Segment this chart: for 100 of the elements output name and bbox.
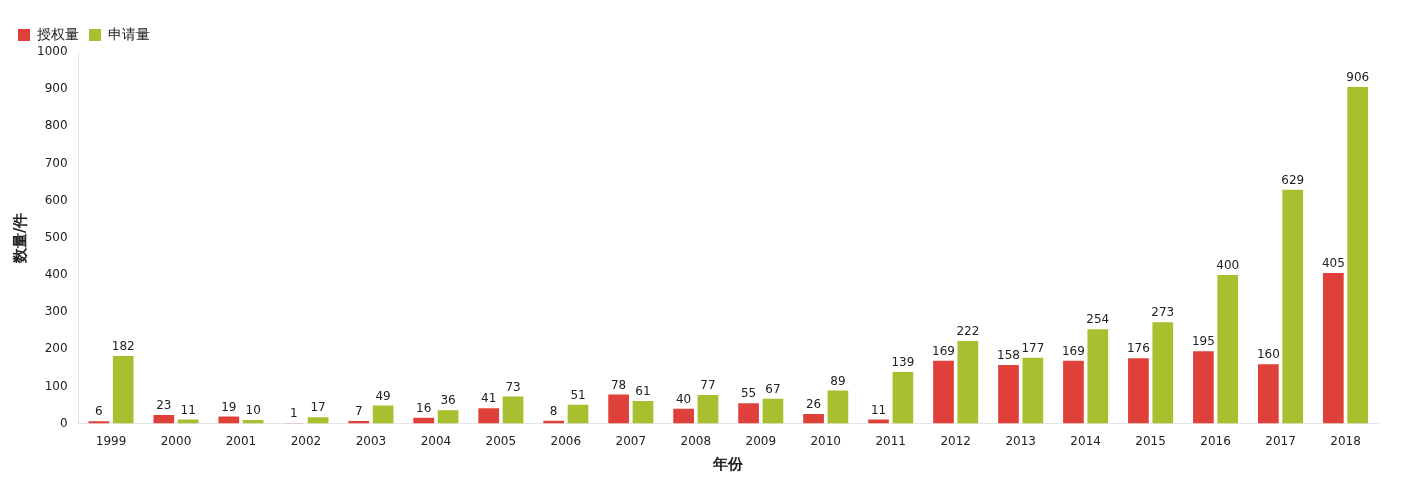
bar xyxy=(372,405,394,424)
y-tick-label: 600 xyxy=(44,192,68,207)
bar xyxy=(673,408,694,424)
x-tick-label: 2006 xyxy=(550,433,582,448)
data-label: 8 xyxy=(549,403,558,418)
bar xyxy=(1282,189,1304,424)
x-tick-label: 2012 xyxy=(940,433,971,448)
bar xyxy=(632,400,654,424)
x-tick-label: 2000 xyxy=(160,433,192,448)
data-label: 51 xyxy=(570,387,586,402)
x-tick-label: 2018 xyxy=(1330,433,1361,448)
y-tick-label: 800 xyxy=(44,118,68,133)
bar xyxy=(478,408,500,424)
y-tick-label: 200 xyxy=(44,341,68,356)
bar xyxy=(957,341,979,424)
legend-label: 申请量 xyxy=(108,25,150,42)
data-label: 11 xyxy=(180,402,196,417)
bar xyxy=(1128,358,1149,424)
data-label: 195 xyxy=(1191,334,1215,349)
data-label: 19 xyxy=(221,399,237,414)
data-label: 17 xyxy=(310,400,326,415)
bar xyxy=(1022,357,1044,424)
data-label: 10 xyxy=(245,403,261,418)
y-tick-label: 1000 xyxy=(36,44,68,59)
data-label: 7 xyxy=(354,404,363,419)
data-label: 400 xyxy=(1216,258,1240,273)
bar xyxy=(697,394,719,424)
bar xyxy=(437,410,459,424)
x-tick-label: 2017 xyxy=(1265,433,1296,448)
x-tick-label: 1999 xyxy=(95,433,127,448)
bar xyxy=(153,415,175,424)
x-tick-label: 2001 xyxy=(225,433,257,448)
y-axis-title: 数量/件 xyxy=(10,212,29,265)
bar xyxy=(738,403,759,424)
bar xyxy=(933,360,954,424)
y-tick-label: 700 xyxy=(44,155,68,170)
data-label: 906 xyxy=(1346,70,1370,85)
bar xyxy=(307,417,329,424)
data-label: 139 xyxy=(891,355,915,370)
data-label: 629 xyxy=(1281,172,1305,187)
data-label: 23 xyxy=(156,398,172,413)
data-label: 26 xyxy=(805,397,822,412)
y-tick-label: 0 xyxy=(59,415,68,430)
y-tick-label: 400 xyxy=(44,267,68,282)
x-tick-label: 2014 xyxy=(1070,433,1101,448)
data-label: 36 xyxy=(440,393,456,408)
bar xyxy=(827,390,849,424)
data-label: 254 xyxy=(1086,312,1110,327)
bar xyxy=(1063,360,1084,424)
bar xyxy=(803,413,824,424)
data-label: 222 xyxy=(956,324,980,339)
bar xyxy=(567,404,589,424)
x-tick-label: 2007 xyxy=(615,433,647,448)
data-label: 176 xyxy=(1126,341,1150,356)
data-label: 1 xyxy=(289,406,298,421)
data-label: 160 xyxy=(1256,347,1280,362)
bar xyxy=(998,364,1019,424)
x-tick-label: 2010 xyxy=(810,433,841,448)
data-label: 169 xyxy=(932,343,955,358)
x-tick-label: 2016 xyxy=(1200,433,1231,448)
data-label: 405 xyxy=(1321,256,1345,271)
bar xyxy=(762,398,784,424)
data-label: 158 xyxy=(997,348,1020,363)
x-tick-label: 2005 xyxy=(485,433,517,448)
y-tick-label: 300 xyxy=(44,304,68,319)
data-label: 16 xyxy=(416,400,432,415)
x-tick-label: 2013 xyxy=(1005,433,1036,448)
bar xyxy=(88,421,110,424)
data-label: 78 xyxy=(610,377,627,392)
data-label: 6 xyxy=(95,404,103,419)
y-tick-label: 900 xyxy=(44,81,68,96)
data-label: 77 xyxy=(700,378,716,393)
data-label: 41 xyxy=(481,391,497,406)
bar xyxy=(112,355,134,424)
y-tick-label: 100 xyxy=(44,378,68,393)
x-tick-label: 2002 xyxy=(290,433,322,448)
data-label: 40 xyxy=(675,391,692,406)
x-tick-label: 2015 xyxy=(1135,433,1166,448)
bar xyxy=(1322,273,1344,424)
x-tick-label: 2004 xyxy=(420,433,452,448)
legend-label: 授权量 xyxy=(37,25,79,42)
x-tick-label: 2011 xyxy=(875,433,906,448)
bar xyxy=(608,394,629,424)
x-tick-label: 2008 xyxy=(680,433,712,448)
data-label: 49 xyxy=(375,388,391,403)
bar xyxy=(892,371,914,424)
bar xyxy=(1193,351,1214,424)
data-label: 273 xyxy=(1151,305,1175,320)
data-label: 67 xyxy=(765,381,781,396)
data-label: 177 xyxy=(1021,340,1045,355)
data-label: 89 xyxy=(830,373,846,388)
x-axis-title: 年份 xyxy=(712,454,745,473)
bar xyxy=(1152,322,1174,424)
bar xyxy=(1258,364,1279,424)
x-tick-label: 2009 xyxy=(745,433,777,448)
data-label: 182 xyxy=(111,339,135,354)
bar xyxy=(502,396,524,424)
bar xyxy=(1217,274,1239,424)
y-tick-label: 500 xyxy=(44,229,68,244)
data-label: 11 xyxy=(870,402,887,417)
